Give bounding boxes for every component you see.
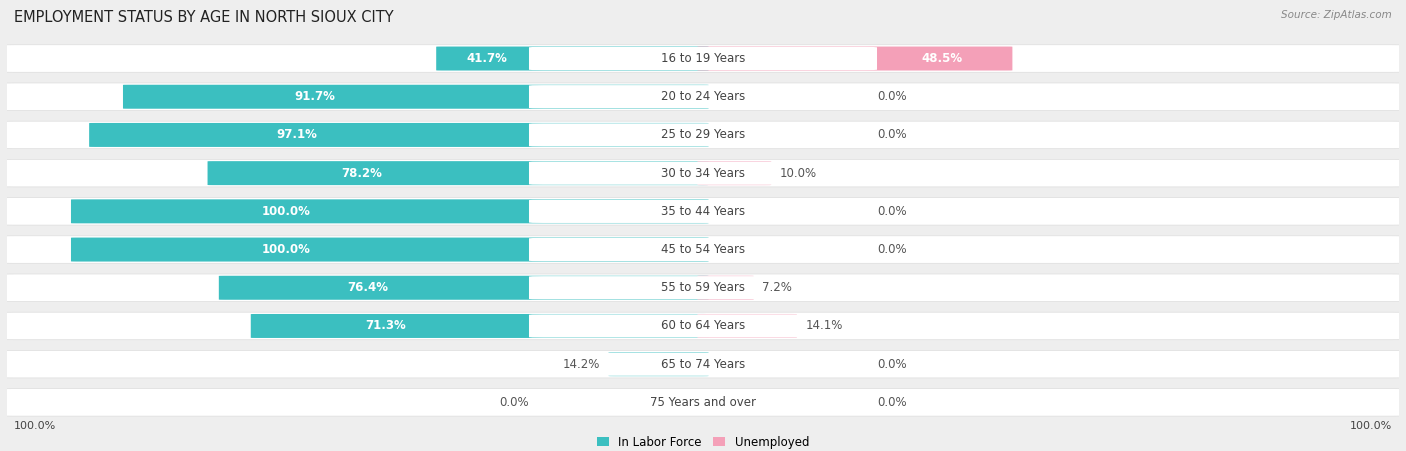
FancyBboxPatch shape	[529, 123, 877, 147]
Text: 14.2%: 14.2%	[562, 358, 600, 371]
Text: 20 to 24 Years: 20 to 24 Years	[661, 90, 745, 103]
FancyBboxPatch shape	[0, 83, 1406, 110]
FancyBboxPatch shape	[0, 198, 1406, 225]
FancyBboxPatch shape	[70, 199, 709, 223]
FancyBboxPatch shape	[529, 353, 877, 376]
FancyBboxPatch shape	[697, 46, 1012, 70]
Text: 10.0%: 10.0%	[779, 166, 817, 179]
Text: Source: ZipAtlas.com: Source: ZipAtlas.com	[1281, 9, 1392, 20]
FancyBboxPatch shape	[697, 314, 797, 338]
Text: 78.2%: 78.2%	[342, 166, 382, 179]
Text: 30 to 34 Years: 30 to 34 Years	[661, 166, 745, 179]
Text: 100.0%: 100.0%	[1350, 421, 1392, 431]
FancyBboxPatch shape	[529, 161, 877, 185]
FancyBboxPatch shape	[0, 236, 1406, 263]
Text: 0.0%: 0.0%	[877, 205, 907, 218]
FancyBboxPatch shape	[89, 123, 709, 147]
Text: 25 to 29 Years: 25 to 29 Years	[661, 129, 745, 142]
Text: 16 to 19 Years: 16 to 19 Years	[661, 52, 745, 65]
Text: 91.7%: 91.7%	[295, 90, 336, 103]
FancyBboxPatch shape	[122, 85, 709, 109]
Text: 0.0%: 0.0%	[877, 358, 907, 371]
Text: 0.0%: 0.0%	[499, 396, 529, 409]
FancyBboxPatch shape	[529, 47, 877, 70]
Text: 65 to 74 Years: 65 to 74 Years	[661, 358, 745, 371]
Text: 41.7%: 41.7%	[467, 52, 508, 65]
FancyBboxPatch shape	[219, 276, 709, 300]
FancyBboxPatch shape	[529, 200, 877, 223]
FancyBboxPatch shape	[0, 350, 1406, 378]
Text: 14.1%: 14.1%	[806, 319, 842, 332]
Text: 55 to 59 Years: 55 to 59 Years	[661, 281, 745, 294]
FancyBboxPatch shape	[609, 352, 709, 376]
FancyBboxPatch shape	[529, 238, 877, 261]
FancyBboxPatch shape	[70, 238, 709, 262]
FancyBboxPatch shape	[529, 85, 877, 108]
Text: 35 to 44 Years: 35 to 44 Years	[661, 205, 745, 218]
FancyBboxPatch shape	[436, 46, 709, 70]
Text: 76.4%: 76.4%	[347, 281, 388, 294]
Text: 0.0%: 0.0%	[877, 129, 907, 142]
FancyBboxPatch shape	[697, 276, 754, 300]
FancyBboxPatch shape	[529, 391, 877, 414]
Text: 0.0%: 0.0%	[877, 243, 907, 256]
FancyBboxPatch shape	[529, 314, 877, 338]
FancyBboxPatch shape	[0, 312, 1406, 340]
FancyBboxPatch shape	[529, 276, 877, 299]
Text: 0.0%: 0.0%	[877, 90, 907, 103]
FancyBboxPatch shape	[0, 121, 1406, 149]
Text: 100.0%: 100.0%	[262, 243, 311, 256]
FancyBboxPatch shape	[0, 274, 1406, 302]
Text: 100.0%: 100.0%	[14, 421, 56, 431]
FancyBboxPatch shape	[250, 314, 709, 338]
Text: 71.3%: 71.3%	[366, 319, 406, 332]
FancyBboxPatch shape	[0, 45, 1406, 72]
Text: 7.2%: 7.2%	[762, 281, 792, 294]
Text: 60 to 64 Years: 60 to 64 Years	[661, 319, 745, 332]
Text: EMPLOYMENT STATUS BY AGE IN NORTH SIOUX CITY: EMPLOYMENT STATUS BY AGE IN NORTH SIOUX …	[14, 9, 394, 25]
Text: 48.5%: 48.5%	[921, 52, 963, 65]
FancyBboxPatch shape	[0, 389, 1406, 416]
Text: 100.0%: 100.0%	[262, 205, 311, 218]
Text: 45 to 54 Years: 45 to 54 Years	[661, 243, 745, 256]
FancyBboxPatch shape	[697, 161, 772, 185]
FancyBboxPatch shape	[208, 161, 709, 185]
Legend: In Labor Force, Unemployed: In Labor Force, Unemployed	[598, 436, 808, 449]
Text: 0.0%: 0.0%	[877, 396, 907, 409]
Text: 97.1%: 97.1%	[276, 129, 316, 142]
FancyBboxPatch shape	[0, 159, 1406, 187]
Text: 75 Years and over: 75 Years and over	[650, 396, 756, 409]
